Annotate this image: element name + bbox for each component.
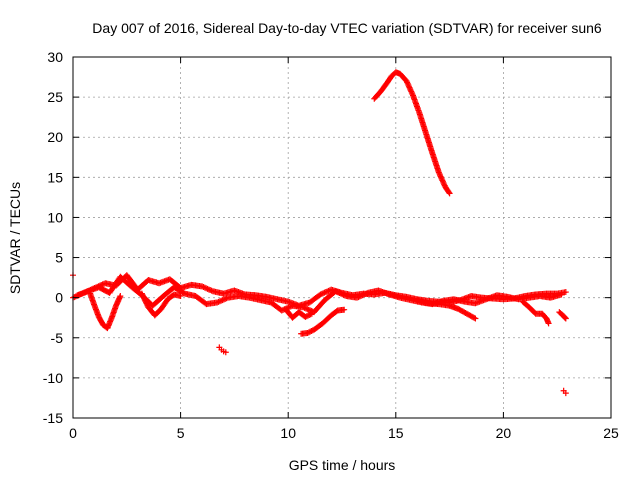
y-tick-label: 25 bbox=[47, 89, 63, 105]
data-point bbox=[359, 292, 366, 299]
data-point bbox=[322, 289, 329, 296]
y-tick-label: 5 bbox=[55, 250, 63, 266]
series-dip-mid bbox=[138, 290, 184, 319]
data-point bbox=[472, 315, 479, 322]
y-tick-label: 15 bbox=[47, 169, 63, 185]
x-tick-label: 15 bbox=[388, 425, 404, 441]
series-tail-21h bbox=[519, 298, 552, 327]
y-tick-label: 0 bbox=[55, 290, 63, 306]
series-tail-22h bbox=[556, 309, 569, 322]
data-point bbox=[307, 311, 314, 318]
data-point bbox=[337, 290, 344, 297]
data-point bbox=[562, 315, 569, 322]
data-point bbox=[332, 288, 339, 295]
data-point bbox=[362, 291, 369, 298]
data-point bbox=[199, 283, 206, 290]
series-tail-18h bbox=[414, 297, 479, 322]
data-point bbox=[216, 298, 223, 305]
axis-tick-labels: 0 5 10 15 20 25 -15 -10 -5 0 5 10 15 20 25 30 bbox=[43, 49, 619, 441]
data-point bbox=[340, 291, 347, 298]
axis-ticks bbox=[72, 56, 612, 419]
data-point bbox=[341, 292, 348, 299]
data-point bbox=[177, 293, 184, 300]
data-point bbox=[446, 190, 453, 197]
data-point bbox=[304, 306, 311, 313]
data-point bbox=[341, 306, 348, 313]
data-point bbox=[358, 292, 365, 299]
data-point bbox=[562, 289, 569, 296]
data-point bbox=[355, 294, 362, 301]
data-point bbox=[562, 390, 569, 397]
data-point bbox=[320, 290, 327, 297]
data-point bbox=[471, 314, 478, 321]
grid-lines bbox=[73, 57, 611, 418]
data-point bbox=[201, 284, 208, 291]
data-point bbox=[300, 304, 307, 311]
data-point bbox=[317, 291, 324, 298]
data-point bbox=[220, 296, 227, 303]
data-point bbox=[339, 291, 346, 298]
y-tick-label: -15 bbox=[43, 410, 63, 426]
data-point bbox=[445, 189, 452, 196]
data-point bbox=[286, 303, 293, 310]
data-point bbox=[333, 288, 340, 295]
data-point bbox=[336, 290, 343, 297]
series-dip-11h bbox=[298, 306, 348, 337]
y-tick-label: 10 bbox=[47, 209, 63, 225]
data-point bbox=[200, 284, 207, 291]
x-tick-label: 10 bbox=[280, 425, 296, 441]
data-point bbox=[360, 291, 367, 298]
data-point bbox=[214, 299, 221, 306]
y-tick-label: 30 bbox=[47, 49, 63, 65]
y-tick-label: 20 bbox=[47, 129, 63, 145]
data-point bbox=[545, 320, 552, 327]
data-points bbox=[70, 69, 569, 397]
data-point bbox=[363, 290, 370, 297]
series-dip-early bbox=[87, 290, 124, 332]
series-big-arc bbox=[371, 69, 453, 197]
data-point bbox=[222, 349, 229, 356]
data-point bbox=[203, 285, 210, 292]
data-point bbox=[318, 290, 325, 297]
x-tick-label: 25 bbox=[603, 425, 619, 441]
data-point bbox=[219, 297, 226, 304]
data-point bbox=[223, 295, 230, 302]
data-point bbox=[324, 288, 331, 295]
y-axis-label: SDTVAR / TECUs bbox=[7, 182, 23, 294]
y-tick-label: -5 bbox=[51, 330, 64, 346]
data-point bbox=[207, 287, 214, 294]
x-tick-label: 20 bbox=[496, 425, 512, 441]
x-axis-label: GPS time / hours bbox=[289, 457, 396, 473]
data-point bbox=[354, 294, 361, 301]
x-tick-label: 5 bbox=[177, 425, 185, 441]
data-point bbox=[215, 298, 222, 305]
data-point bbox=[302, 305, 309, 312]
series-dip-10h bbox=[283, 306, 315, 321]
x-tick-label: 0 bbox=[69, 425, 77, 441]
data-point bbox=[308, 310, 315, 317]
data-point bbox=[222, 295, 229, 302]
data-point bbox=[117, 293, 124, 300]
data-point bbox=[335, 289, 342, 296]
data-point bbox=[321, 289, 328, 296]
data-point bbox=[218, 297, 225, 304]
data-point bbox=[305, 306, 312, 313]
data-point bbox=[325, 287, 332, 294]
y-tick-label: -10 bbox=[43, 370, 63, 386]
data-point bbox=[356, 293, 363, 300]
data-point bbox=[301, 304, 308, 311]
plot-frame bbox=[72, 56, 612, 419]
data-point bbox=[208, 287, 215, 294]
data-point bbox=[205, 286, 212, 293]
data-point bbox=[278, 307, 285, 314]
chart-title: Day 007 of 2016, Sidereal Day-to-day VTE… bbox=[92, 20, 602, 36]
data-point bbox=[204, 285, 211, 292]
data-point bbox=[558, 291, 565, 298]
